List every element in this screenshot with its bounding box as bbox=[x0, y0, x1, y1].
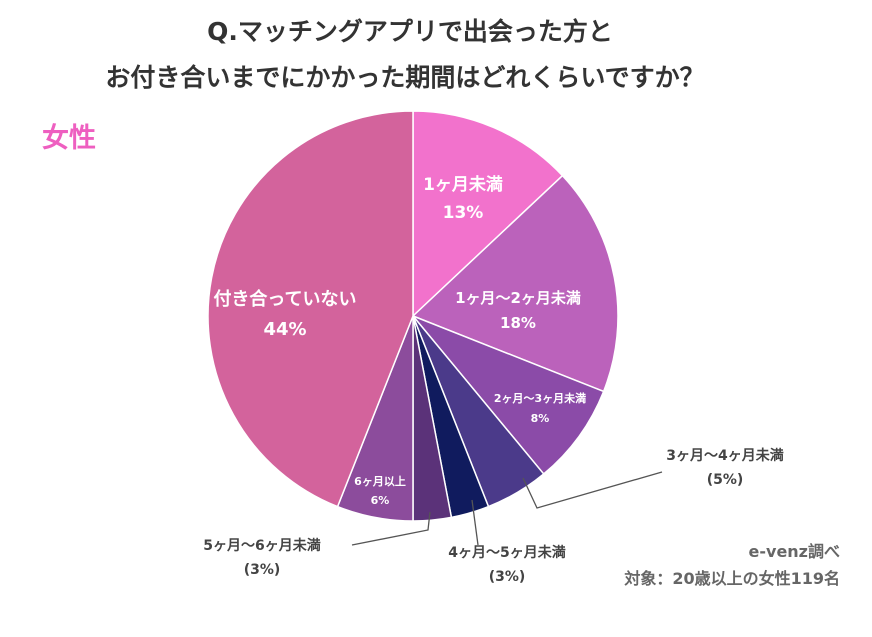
slice-value-label: (3%) bbox=[244, 562, 281, 578]
title-line-2: お付き合いまでにかかった期間はどれくらいですか？ bbox=[105, 63, 704, 92]
source: e-venz調べ bbox=[749, 542, 840, 561]
slice-value-label: (3%) bbox=[489, 569, 526, 585]
slice-label: 5ヶ月〜6ヶ月未満 bbox=[203, 537, 320, 554]
note: 対象：20歳以上の女性119名 bbox=[623, 569, 840, 588]
slice-label: 4ヶ月〜5ヶ月未満 bbox=[448, 544, 565, 561]
subtitle: 女性 bbox=[42, 122, 96, 154]
slice-value-label: 18% bbox=[500, 314, 536, 332]
slice-label: 6ヶ月以上 bbox=[354, 474, 406, 488]
slice-label: 2ヶ月〜3ヶ月未満 bbox=[494, 391, 586, 405]
pie-slice bbox=[207, 110, 414, 508]
slice-value-label: 6% bbox=[371, 494, 390, 507]
leader-line bbox=[351, 511, 431, 546]
slice-value-label: 8% bbox=[531, 412, 550, 425]
leader-line bbox=[522, 471, 663, 509]
slice-value-label: 44% bbox=[263, 319, 306, 340]
pie-slice bbox=[412, 315, 605, 476]
leader-line bbox=[471, 499, 479, 546]
slice-value-label: (5%) bbox=[707, 472, 744, 488]
slice-value-label: 13% bbox=[443, 203, 484, 223]
pie-slice bbox=[411, 174, 619, 393]
slice-label: 付き合っていない bbox=[213, 288, 356, 310]
slice-label: 1ヶ月未満 bbox=[423, 174, 503, 195]
title-line-1: Q.マッチングアプリで出会った方と bbox=[207, 17, 613, 46]
slice-label: 3ヶ月〜4ヶ月未満 bbox=[666, 447, 783, 464]
pie-slice bbox=[412, 110, 564, 318]
slice-label: 1ヶ月〜2ヶ月未満 bbox=[455, 289, 581, 307]
